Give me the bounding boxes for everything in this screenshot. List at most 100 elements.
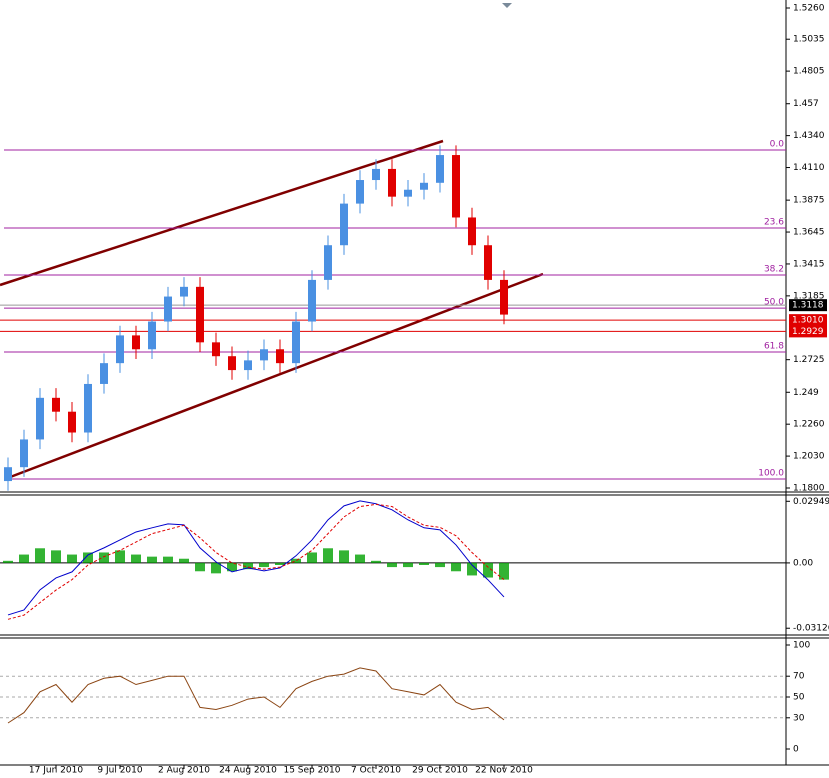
y-tick-label: 0 <box>793 745 799 755</box>
y-tick-label: 50 <box>793 693 805 703</box>
histogram-bar <box>307 552 317 563</box>
y-tick-label: 1.1800 <box>793 484 825 494</box>
y-tick-label: 1.457 <box>793 99 819 109</box>
price-tag-label: 1.2929 <box>792 327 824 337</box>
candle-body <box>180 286 188 297</box>
x-tick-label: 9 Jul 2010 <box>97 766 142 776</box>
candle-body <box>308 279 316 322</box>
price-tag <box>789 299 827 312</box>
y-tick-label: 1.4805 <box>793 67 825 77</box>
y-tick-label: 0.02949 <box>793 497 829 507</box>
fib-label: 50.0 <box>764 298 784 308</box>
candle-body <box>372 168 380 181</box>
histogram-bar <box>179 558 189 563</box>
histogram-bar <box>131 554 141 563</box>
histogram-bar <box>323 548 333 563</box>
y-tick-label: 1.3875 <box>793 196 825 206</box>
y-tick-label: 1.4340 <box>793 131 825 141</box>
histogram-bar <box>35 548 45 563</box>
price-tag <box>789 314 827 327</box>
histogram-bar <box>3 560 13 563</box>
histogram-bar <box>371 560 381 563</box>
indicator-line <box>7 667 505 724</box>
candle-body <box>52 397 60 412</box>
histogram-bar <box>435 562 445 568</box>
histogram-bar <box>163 556 173 563</box>
candle-body <box>404 189 412 197</box>
fib-label: 23.6 <box>764 218 784 228</box>
y-tick-label: 1.2260 <box>793 420 825 430</box>
candle-body <box>212 342 220 357</box>
y-tick-label: 30 <box>793 713 805 723</box>
histogram-bar <box>291 558 301 563</box>
candle-body <box>132 335 140 350</box>
histogram-bar <box>115 550 125 563</box>
candle-body <box>68 411 76 433</box>
y-tick-label: 100 <box>793 641 810 651</box>
y-tick-label: 1.3185 <box>793 291 825 301</box>
y-tick-label: 1.3645 <box>793 228 825 238</box>
candle-body <box>84 383 92 433</box>
histogram-bar <box>259 562 269 568</box>
price-tag-label: 1.3010 <box>792 316 824 326</box>
y-tick-label: 1.5035 <box>793 35 825 45</box>
histogram-bar <box>355 554 365 563</box>
candle-body <box>244 360 252 371</box>
candle-body <box>4 467 12 482</box>
y-tick-label: 70 <box>793 672 805 682</box>
histogram-bar <box>467 562 477 576</box>
indicator-line <box>7 503 505 620</box>
indicator-line <box>7 500 505 616</box>
candle-body <box>20 439 28 468</box>
candle-body <box>100 363 108 384</box>
candle-body <box>276 349 284 364</box>
y-tick-label: 1.4110 <box>793 163 825 173</box>
x-tick-label: 17 Jun 2010 <box>29 766 83 776</box>
histogram-bar <box>339 550 349 563</box>
candle-body <box>116 335 124 364</box>
x-tick-label: 22 Nov 2010 <box>475 766 533 776</box>
histogram-bar <box>275 562 285 565</box>
candle-body <box>356 180 364 204</box>
channel-line <box>0 139 444 287</box>
y-tick-label: 1.2030 <box>793 452 825 462</box>
marker <box>502 3 512 8</box>
candle-body <box>436 155 444 183</box>
fib-label: 100.0 <box>758 468 784 478</box>
fib-label: 38.2 <box>764 265 784 275</box>
candle-body <box>260 349 268 361</box>
candle-body <box>388 168 396 197</box>
histogram-bar <box>243 562 253 570</box>
histogram-bar <box>211 562 221 574</box>
y-tick-label: 1.249 <box>793 388 819 398</box>
x-tick-label: 7 Oct 2010 <box>351 766 401 776</box>
candle-body <box>324 245 332 280</box>
fib-label: 61.8 <box>764 342 784 352</box>
y-tick-label: 1.3415 <box>793 259 825 269</box>
x-tick-label: 24 Aug 2010 <box>219 766 277 776</box>
candle-body <box>148 321 156 350</box>
candle-body <box>164 296 172 322</box>
histogram-bar <box>451 562 461 572</box>
candle-body <box>228 356 236 371</box>
candle-body <box>196 286 204 343</box>
histogram-bar <box>83 552 93 563</box>
y-tick-label: 1.5260 <box>793 4 825 14</box>
histogram-bar <box>227 562 237 572</box>
candle-body <box>484 245 492 280</box>
histogram-bar <box>147 556 157 563</box>
histogram-bar <box>99 552 109 563</box>
histogram-bar <box>19 554 29 563</box>
histogram-bar <box>419 562 429 565</box>
candle-body <box>452 155 460 218</box>
x-tick-label: 15 Sep 2010 <box>283 766 340 776</box>
candle-body <box>420 182 428 190</box>
histogram-bar <box>387 562 397 568</box>
histogram-bar <box>67 554 77 563</box>
histogram-bar <box>499 562 509 580</box>
y-tick-label: 1.2725 <box>793 355 825 365</box>
candle-body <box>36 397 44 440</box>
histogram-bar <box>403 562 413 568</box>
